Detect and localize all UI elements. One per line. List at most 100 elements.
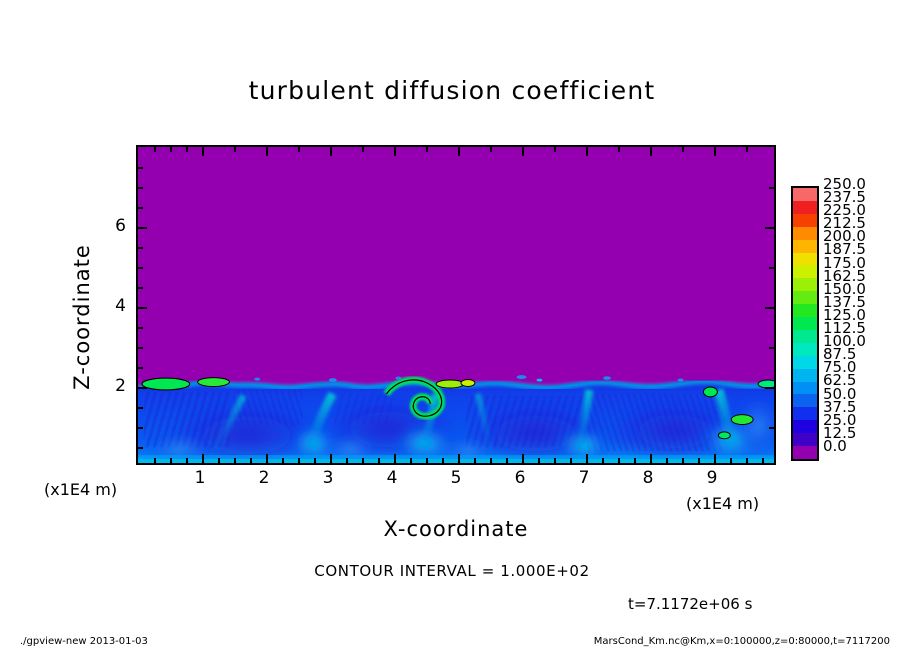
- x-tick-minor: [634, 458, 636, 463]
- x-tick-label: 5: [450, 468, 462, 488]
- colorbar-swatch: [793, 368, 817, 382]
- colorbar-swatch: [793, 200, 817, 214]
- x-tick-major: [330, 454, 332, 463]
- x-tick-top-major: [714, 147, 716, 156]
- x-tick-major: [394, 454, 396, 463]
- y-tick-major: [138, 227, 147, 229]
- x-tick-major: [586, 454, 588, 463]
- colorbar-tick-label: 75.0: [823, 358, 857, 377]
- colorbar-swatch: [793, 420, 817, 434]
- x-tick-minor: [682, 458, 684, 463]
- colorbar-tick-label: 112.5: [823, 319, 866, 338]
- footer-source-label: MarsCond_Km.nc@Km,x=0:100000,z=0:80000,t…: [593, 636, 890, 647]
- x-tick-minor: [410, 458, 412, 463]
- x-tick-major: [522, 454, 524, 463]
- x-unit-left: (x1E4 m): [44, 480, 118, 499]
- colorbar-swatch: [793, 304, 817, 318]
- colorbar-tick-label: 62.5: [823, 371, 857, 390]
- contour-plot-area: [136, 145, 776, 465]
- x-tick-top-minor: [170, 147, 172, 152]
- y-tick-right-major: [765, 387, 774, 389]
- x-tick-top-minor: [746, 147, 748, 152]
- colorbar-labels: 250.0 237.5 225.0 212.5 200.0 187.5 175.0 162.5…: [823, 177, 903, 471]
- y-tick-right-minor: [769, 427, 774, 429]
- x-tick-top-minor: [426, 147, 428, 152]
- x-tick-label: 1: [194, 468, 206, 488]
- colorbar-swatch: [793, 329, 817, 343]
- colorbar-swatch: [793, 446, 817, 459]
- colorbar-swatch: [793, 213, 817, 227]
- x-tick-minor: [426, 458, 428, 463]
- colorbar-swatch: [793, 226, 817, 240]
- y-tick-label: 4: [115, 296, 126, 316]
- x-tick-top-major: [394, 147, 396, 156]
- x-tick-minor: [234, 458, 236, 463]
- y-tick-minor: [138, 367, 143, 369]
- x-tick-top-major: [266, 147, 268, 156]
- x-tick-minor: [554, 458, 556, 463]
- colorbar: [791, 186, 819, 461]
- colorbar-swatch: [793, 381, 817, 395]
- x-tick-top-minor: [154, 147, 156, 152]
- colorbar-swatch: [793, 239, 817, 253]
- colorbar-tick-label: 87.5: [823, 345, 857, 364]
- y-tick-minor: [138, 167, 143, 169]
- x-tick-minor: [746, 458, 748, 463]
- x-tick-top-major: [522, 147, 524, 156]
- y-tick-label: 6: [115, 216, 126, 236]
- detached-wisps: [254, 375, 684, 383]
- colorbar-swatch: [793, 407, 817, 421]
- x-tick-label: 4: [386, 468, 398, 488]
- x-tick-minor: [250, 458, 252, 463]
- colorbar-swatch: [793, 433, 817, 447]
- colorbar-tick-label: 0.0: [823, 436, 847, 455]
- colorbar-tick-label: 175.0: [823, 253, 866, 272]
- x-tick-major: [714, 454, 716, 463]
- y-tick-minor: [138, 347, 143, 349]
- colorbar-tick-label: 137.5: [823, 292, 866, 311]
- y-tick-minor: [138, 187, 143, 189]
- x-tick-minor: [762, 458, 764, 463]
- x-unit-right: (x1E4 m): [686, 494, 760, 513]
- colorbar-tick-label: 162.5: [823, 266, 866, 285]
- x-tick-major: [458, 454, 460, 463]
- colorbar-tick-label: 212.5: [823, 214, 866, 233]
- x-tick-minor: [362, 458, 364, 463]
- x-tick-top-minor: [186, 147, 188, 152]
- x-tick-label: 7: [578, 468, 590, 488]
- x-tick-minor: [314, 458, 316, 463]
- colorbar-tick-label: 250.0: [823, 175, 866, 193]
- y-tick-label: 2: [115, 376, 126, 396]
- y-tick-right-minor: [769, 347, 774, 349]
- x-tick-top-minor: [682, 147, 684, 152]
- x-tick-top-major: [586, 147, 588, 156]
- x-tick-minor: [170, 458, 172, 463]
- colorbar-swatch: [793, 187, 817, 201]
- x-tick-major: [650, 454, 652, 463]
- page-title: turbulent diffusion coefficient: [248, 76, 656, 105]
- x-tick-top-major: [202, 147, 204, 156]
- x-tick-label: 8: [642, 468, 654, 488]
- x-tick-top-major: [330, 147, 332, 156]
- x-tick-minor: [570, 458, 572, 463]
- colorbar-tick-label: 100.0: [823, 332, 866, 351]
- y-tick-major: [138, 307, 147, 309]
- entrainment-maxima: [141, 377, 774, 440]
- time-stamp-label: t=7.1172e+06 s: [628, 595, 753, 613]
- x-tick-major: [266, 454, 268, 463]
- x-tick-top-minor: [554, 147, 556, 152]
- x-tick-minor: [378, 458, 380, 463]
- x-tick-top-minor: [298, 147, 300, 152]
- y-tick-minor: [138, 327, 143, 329]
- y-tick-major: [138, 387, 147, 389]
- x-tick-top-minor: [490, 147, 492, 152]
- colorbar-tick-label: 50.0: [823, 384, 857, 403]
- colorbar-tick-label: 125.0: [823, 305, 866, 324]
- x-tick-major: [202, 454, 204, 463]
- colorbar-tick-label: 225.0: [823, 201, 866, 220]
- y-tick-right-minor: [769, 187, 774, 189]
- colorbar-tick-label: 237.5: [823, 188, 866, 207]
- footer-command-label: ./gpview-new 2013-01-03: [20, 636, 148, 647]
- colorbar-swatch: [793, 265, 817, 279]
